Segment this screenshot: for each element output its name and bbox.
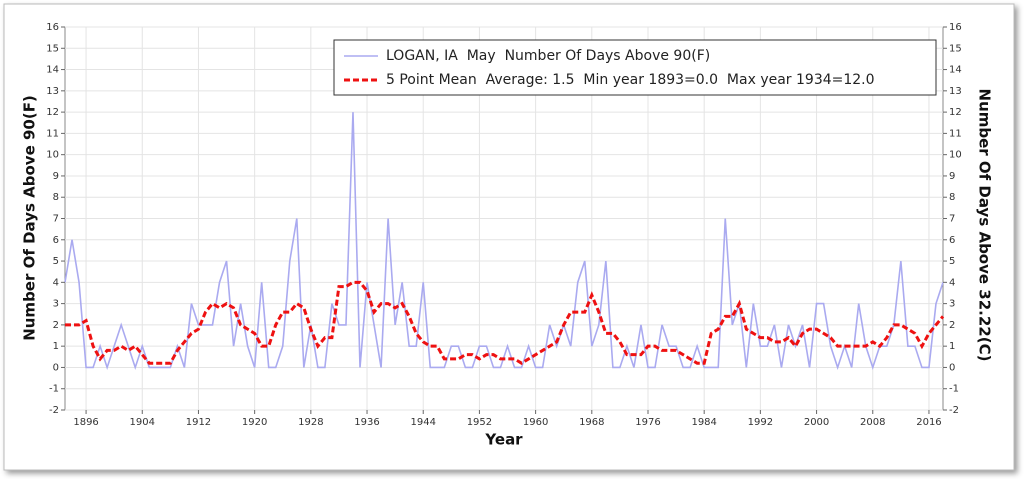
y-tick-label: 7 <box>53 214 59 225</box>
y2-tick-label: 6 <box>949 235 955 246</box>
x-tick-label: 2000 <box>804 417 829 428</box>
y2-tick-label: 14 <box>949 65 962 76</box>
y2-tick-label: 13 <box>949 86 962 97</box>
y-tick-label: -1 <box>49 384 59 395</box>
x-tick-label: 1968 <box>579 417 604 428</box>
legend-label: 5 Point Mean Average: 1.5 Min year 1893=… <box>386 72 875 88</box>
y2-tick-label: 11 <box>949 128 962 139</box>
x-tick-label: 2016 <box>916 417 941 428</box>
y2-tick-label: 5 <box>949 256 955 267</box>
y2-tick-label: 2 <box>949 320 955 331</box>
y-tick-label: 10 <box>46 150 59 161</box>
y-tick-label: -2 <box>49 405 59 416</box>
y2-tick-label: 10 <box>949 150 962 161</box>
y2-tick-label: 12 <box>949 107 962 118</box>
y-tick-label: 6 <box>53 235 59 246</box>
y2-tick-label: 8 <box>949 192 955 203</box>
y2-tick-label: -2 <box>949 405 959 416</box>
y-tick-label: 3 <box>53 299 59 310</box>
y-tick-label: 5 <box>53 256 59 267</box>
y-tick-label: 11 <box>46 128 59 139</box>
y2-tick-label: 15 <box>949 43 962 54</box>
x-tick-label: 1928 <box>298 417 323 428</box>
x-tick-label: 1896 <box>73 417 98 428</box>
x-tick-label: 1952 <box>467 417 492 428</box>
y2-tick-label: 3 <box>949 299 955 310</box>
y-tick-label: 16 <box>46 22 59 33</box>
x-tick-label: 1960 <box>523 417 548 428</box>
legend <box>333 39 937 96</box>
x-tick-label: 1944 <box>410 417 435 428</box>
y2-tick-label: 16 <box>949 22 962 33</box>
y2-tick-label: 4 <box>949 277 955 288</box>
legend-label: LOGAN, IA May Number Of Days Above 90(F) <box>386 48 710 64</box>
y2-tick-label: 0 <box>949 362 955 373</box>
marks <box>64 112 945 370</box>
y-tick-label: 8 <box>53 192 59 203</box>
y2-tick-label: 7 <box>949 214 955 225</box>
x-axis-label: Year <box>484 431 523 449</box>
x-tick-label: 1984 <box>691 417 716 428</box>
y2-tick-label: 1 <box>949 341 955 352</box>
y-tick-label: 0 <box>53 362 59 373</box>
y-tick-label: 1 <box>53 341 59 352</box>
y-tick-label: 4 <box>53 277 59 288</box>
x-tick-label: 1920 <box>242 417 267 428</box>
x-tick-label: 2008 <box>860 417 885 428</box>
y-tick-label: 12 <box>46 107 59 118</box>
x-tick-label: 1904 <box>130 417 155 428</box>
y2-tick-label: -1 <box>949 384 959 395</box>
x-tick-label: 1936 <box>354 417 379 428</box>
y-axis-label: Number Of Days Above 90(F) <box>21 95 39 341</box>
y-tick-label: 13 <box>46 86 59 97</box>
x-tick-label: 1992 <box>748 417 773 428</box>
x-tick-label: 1912 <box>186 417 211 428</box>
y-tick-label: 15 <box>46 43 59 54</box>
y-tick-label: 14 <box>46 65 59 76</box>
x-tick-label: 1976 <box>635 417 660 428</box>
y-tick-label: 2 <box>53 320 59 331</box>
y2-tick-label: 9 <box>949 171 955 182</box>
y2-axis-label: Number Of Days Above 32.22(C) <box>976 89 994 362</box>
series-line <box>65 280 945 365</box>
y-tick-label: 9 <box>53 171 59 182</box>
